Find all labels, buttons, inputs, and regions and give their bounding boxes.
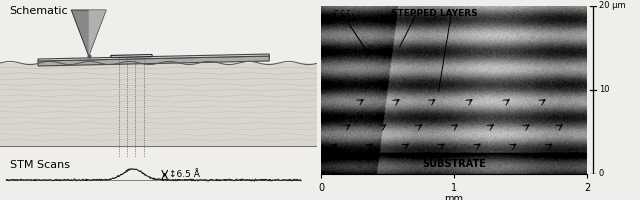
- Text: Schematic: Schematic: [10, 6, 68, 16]
- X-axis label: mm: mm: [445, 194, 463, 200]
- Text: STM Scans: STM Scans: [10, 160, 70, 170]
- Polygon shape: [111, 55, 152, 57]
- Text: 0: 0: [599, 170, 604, 178]
- Text: 10: 10: [599, 86, 609, 95]
- Text: ↕6.5 Å: ↕6.5 Å: [170, 170, 200, 179]
- Polygon shape: [0, 63, 317, 146]
- Text: 20 μm: 20 μm: [599, 1, 625, 10]
- Polygon shape: [38, 56, 269, 66]
- Polygon shape: [38, 54, 269, 61]
- Polygon shape: [89, 10, 106, 56]
- Text: STEPPED LAYERS: STEPPED LAYERS: [391, 9, 477, 18]
- Polygon shape: [71, 10, 106, 56]
- Text: $(\bar{1}\bar{1}\bar{1})$: $(\bar{1}\bar{1}\bar{1})$: [328, 10, 355, 25]
- Text: SUBSTRATE: SUBSTRATE: [422, 159, 486, 169]
